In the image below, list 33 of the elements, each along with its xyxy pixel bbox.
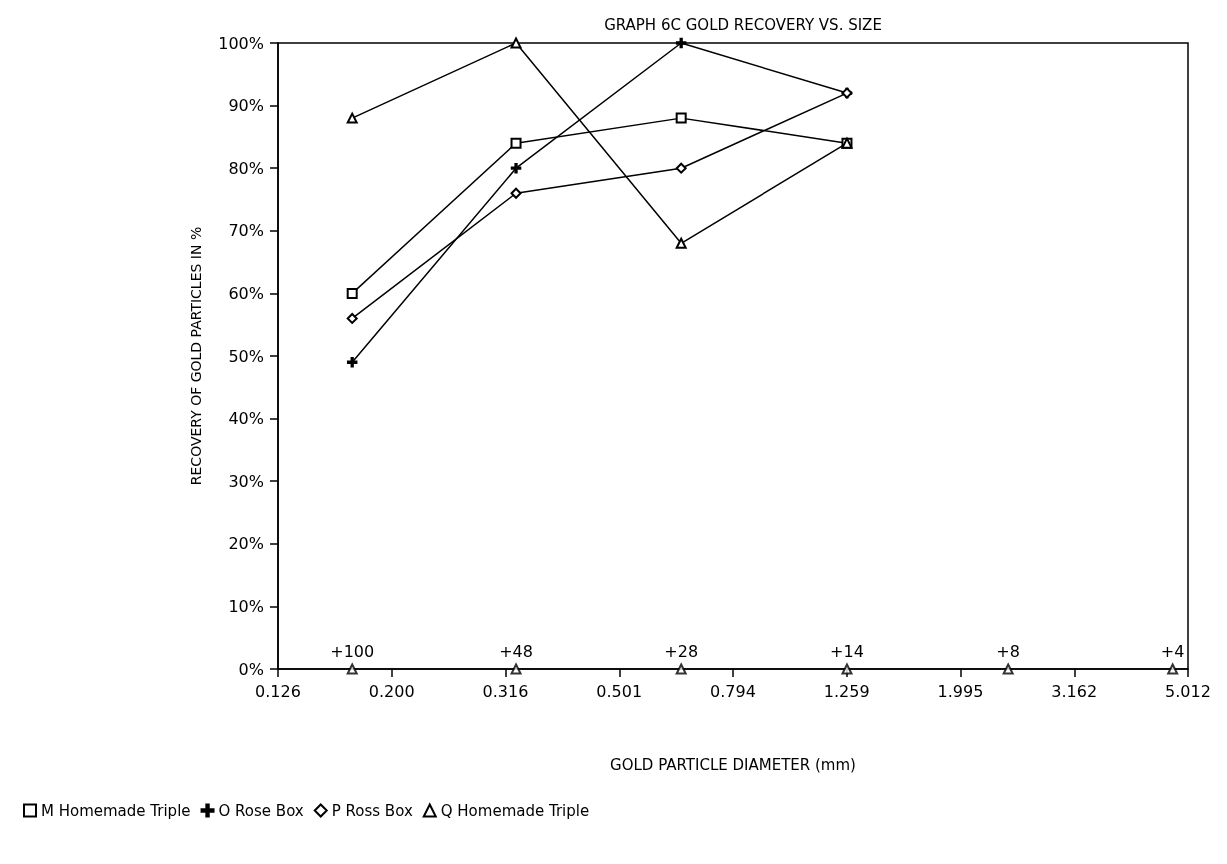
x-tick-label: 1.995 [937, 681, 984, 701]
y-tick-label: 90% [228, 96, 264, 116]
y-tick-label: 40% [228, 409, 264, 429]
x-tick-label: 0.501 [596, 681, 643, 701]
y-tick-label: 50% [228, 346, 264, 366]
y-tick-label: 80% [228, 158, 264, 178]
annotation: +100 [330, 641, 375, 661]
legend-label: P Ross Box [331, 801, 413, 820]
x-tick-label: 0.794 [710, 681, 756, 701]
x-tick-label: 3.162 [1051, 681, 1098, 701]
y-tick-label: 100% [218, 33, 264, 53]
x-tick-label: 0.316 [482, 681, 529, 701]
chart-title: GRAPH 6C GOLD RECOVERY VS. SIZE [604, 15, 882, 34]
x-tick-label: 1.259 [823, 681, 870, 701]
y-tick-label: 30% [228, 471, 264, 491]
x-tick-label: 0.126 [255, 681, 301, 701]
legend-label: M Homemade Triple [41, 801, 191, 820]
annotation: +8 [996, 641, 1020, 661]
y-tick-label: 0% [238, 659, 264, 679]
y-tick-label: 70% [228, 221, 264, 241]
annotation: +48 [499, 641, 533, 661]
y-tick-label: 10% [228, 596, 264, 616]
x-tick-label: 0.200 [368, 681, 415, 701]
legend-label: Q Homemade Triple [440, 801, 590, 820]
annotation: +14 [830, 641, 864, 661]
y-tick-label: 20% [228, 534, 264, 554]
legend-label: O Rose Box [218, 801, 304, 820]
x-tick-label: 5.012 [1165, 681, 1211, 701]
y-axis-title: RECOVERY OF GOLD PARTICLES IN % [188, 226, 204, 486]
x-axis-title: GOLD PARTICLE DIAMETER (mm) [610, 755, 856, 774]
y-tick-label: 60% [228, 283, 264, 303]
annotation: +4 [1160, 641, 1185, 661]
annotation: +28 [664, 641, 699, 661]
